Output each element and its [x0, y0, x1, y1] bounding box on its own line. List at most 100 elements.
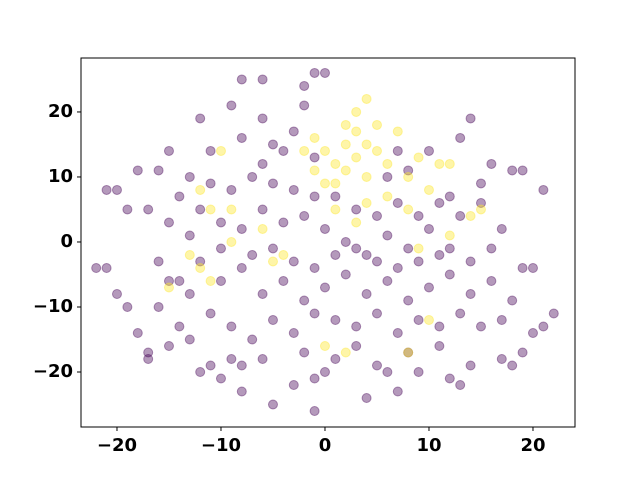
point: [184, 171, 195, 182]
y-tick-label: −20: [33, 361, 73, 382]
point: [444, 158, 455, 169]
point: [382, 230, 393, 241]
point: [247, 249, 258, 260]
point: [236, 223, 247, 234]
point: [309, 406, 320, 417]
point: [392, 126, 403, 137]
point: [257, 223, 268, 234]
point: [351, 106, 362, 117]
point: [475, 178, 486, 189]
point: [371, 145, 382, 156]
point: [195, 256, 206, 267]
point: [330, 204, 341, 215]
point: [371, 308, 382, 319]
point: [496, 314, 507, 325]
point: [153, 165, 164, 176]
point: [288, 380, 299, 391]
point: [423, 282, 434, 293]
point: [361, 249, 372, 260]
point: [288, 184, 299, 195]
point: [330, 249, 341, 260]
point: [163, 340, 174, 351]
point: [351, 321, 362, 332]
point: [163, 275, 174, 286]
point: [392, 197, 403, 208]
point: [465, 288, 476, 299]
point: [288, 126, 299, 137]
point: [205, 360, 216, 371]
point: [507, 360, 518, 371]
point: [267, 399, 278, 410]
point: [195, 262, 206, 273]
point: [423, 223, 434, 234]
point: [507, 165, 518, 176]
point: [475, 197, 486, 208]
point: [143, 204, 154, 215]
point: [215, 373, 226, 384]
point: [132, 327, 143, 338]
point: [257, 74, 268, 85]
point: [184, 288, 195, 299]
point: [267, 178, 278, 189]
x-tick-label: 10: [416, 435, 441, 456]
point: [205, 204, 216, 215]
point: [538, 184, 549, 195]
point: [267, 256, 278, 267]
point: [340, 165, 351, 176]
y-tick-label: 0: [60, 231, 73, 252]
point: [309, 132, 320, 143]
point: [278, 217, 289, 228]
point: [163, 282, 174, 293]
point: [413, 367, 424, 378]
point: [444, 243, 455, 254]
point: [434, 158, 445, 169]
point: [184, 249, 195, 260]
y-tick-label: −10: [33, 296, 73, 317]
point: [205, 178, 216, 189]
point: [465, 256, 476, 267]
point: [361, 393, 372, 404]
point: [403, 171, 414, 182]
point: [413, 152, 424, 163]
point: [299, 80, 310, 91]
point: [413, 210, 424, 221]
point: [382, 171, 393, 182]
point: [361, 171, 372, 182]
point: [184, 334, 195, 345]
point: [465, 210, 476, 221]
point: [548, 308, 559, 319]
point: [413, 243, 424, 254]
point: [122, 301, 133, 312]
point: [527, 327, 538, 338]
point: [330, 158, 341, 169]
point: [392, 327, 403, 338]
point: [215, 217, 226, 228]
point: [299, 347, 310, 358]
point: [403, 347, 414, 358]
point: [101, 184, 112, 195]
point: [361, 288, 372, 299]
point: [174, 321, 185, 332]
point: [174, 275, 185, 286]
point: [403, 347, 414, 358]
point: [382, 191, 393, 202]
point: [319, 145, 330, 156]
point: [330, 178, 341, 189]
point: [226, 204, 237, 215]
point: [309, 262, 320, 273]
point: [236, 74, 247, 85]
point: [111, 184, 122, 195]
point: [257, 353, 268, 364]
point: [195, 113, 206, 124]
point: [371, 119, 382, 130]
point: [226, 184, 237, 195]
point: [455, 210, 466, 221]
point: [361, 139, 372, 150]
point: [278, 249, 289, 260]
point: [330, 353, 341, 364]
point: [267, 243, 278, 254]
point: [257, 288, 268, 299]
point: [163, 145, 174, 156]
point: [309, 165, 320, 176]
